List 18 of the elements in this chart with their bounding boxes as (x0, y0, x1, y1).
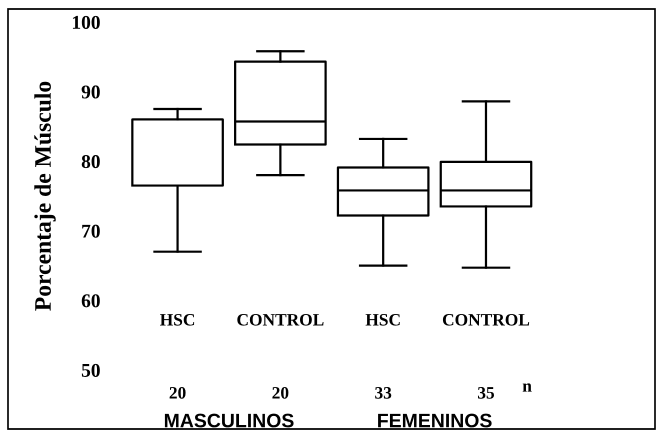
x-tick-label: HSC (366, 314, 400, 326)
y-tick-label: 50 (82, 364, 100, 377)
y-tick-label: 80 (82, 155, 100, 168)
y-axis-title: Porcentaje de Músculo (34, 82, 56, 311)
text: MASCULINOS (164, 414, 294, 428)
text: FEMENINOS (378, 414, 492, 428)
text: 20 (272, 386, 288, 399)
text: 35 (478, 387, 494, 399)
x-tick-label: HSC (160, 314, 194, 326)
y-tick-label: 100 (72, 16, 100, 29)
y-tick-label: 90 (82, 85, 100, 99)
text: 33 (375, 387, 392, 399)
text: n (522, 383, 532, 392)
y-tick-label: 60 (82, 294, 100, 308)
y-tick-label: 70 (82, 224, 100, 238)
x-tick-label: CONTROL (442, 314, 530, 326)
x-tick-label: CONTROL (237, 314, 324, 326)
text: 20 (170, 386, 186, 399)
